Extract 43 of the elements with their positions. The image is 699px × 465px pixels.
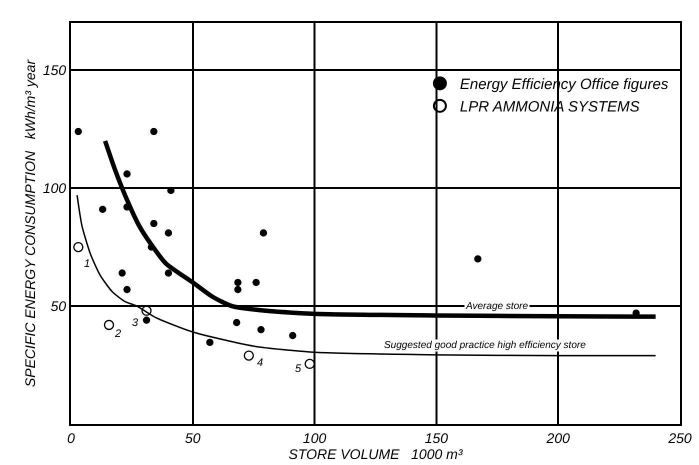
annotation: 4 [257,357,264,369]
y-axis-title: SPECIFIC ENERGY CONSUMPTION kWh/m³ year [22,58,38,388]
point [74,128,82,136]
annotation: Average store [465,301,529,312]
point [118,269,126,277]
point [123,170,131,178]
point [141,306,152,316]
point [99,206,106,213]
annotation: 5 [295,363,302,375]
point [104,320,114,330]
y-tick-label: 50 [50,298,66,314]
point [244,350,254,361]
point [234,278,242,286]
point [304,358,315,369]
y-tick-label: 150 [42,62,66,78]
annotation: 1 [84,258,90,270]
x-tick-label: 150 [424,430,448,446]
point [206,338,214,346]
point [164,229,172,237]
point [260,229,268,237]
annotation: 3 [132,317,139,329]
annotation: 2 [114,328,122,340]
x-tick-label: 250 [667,430,692,446]
point [289,332,296,340]
x-tick-label: 0 [67,430,76,446]
point [164,269,172,277]
point [233,318,240,326]
point [252,278,260,286]
x-tick-label: 50 [185,430,201,446]
point [142,316,150,324]
x-tick-label: 100 [302,430,326,446]
point [150,220,158,228]
point [123,286,131,294]
x-axis-title: STORE VOLUME 1000 m³ [288,446,463,462]
point [167,186,175,194]
x-tick-label: 200 [546,430,570,446]
annotation: Suggested good practice high efficiency store [384,340,586,351]
point [73,242,84,252]
point [150,128,158,136]
point [474,255,482,263]
y-tick-label: 100 [42,180,66,196]
point [234,286,242,294]
point [257,326,265,334]
